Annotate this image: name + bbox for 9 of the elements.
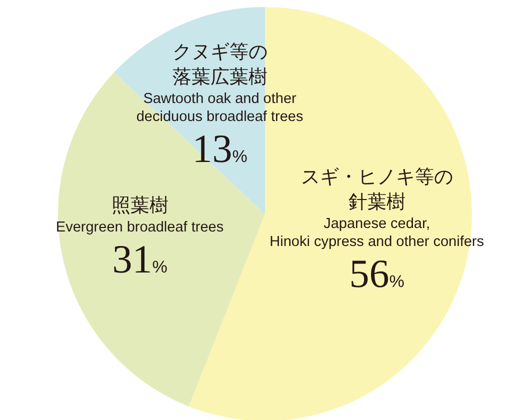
- text: Evergreen broadleaf trees: [54, 218, 225, 236]
- slice-label: クヌギ等の落葉広葉樹: [171, 40, 268, 90]
- data-label: 31%: [111, 236, 168, 284]
- data-label: 56%: [348, 251, 406, 298]
- text: Sawtooth oak and other deciduous broadleaf trees: [136, 90, 304, 126]
- slice-label: スギ・ヒノキ等の針葉樹: [300, 166, 454, 216]
- slice-label: 照葉樹: [110, 194, 170, 218]
- data-label: 13%: [192, 126, 248, 170]
- text: Japanese cedar, Hinoki cypress and other conifers: [270, 215, 484, 252]
